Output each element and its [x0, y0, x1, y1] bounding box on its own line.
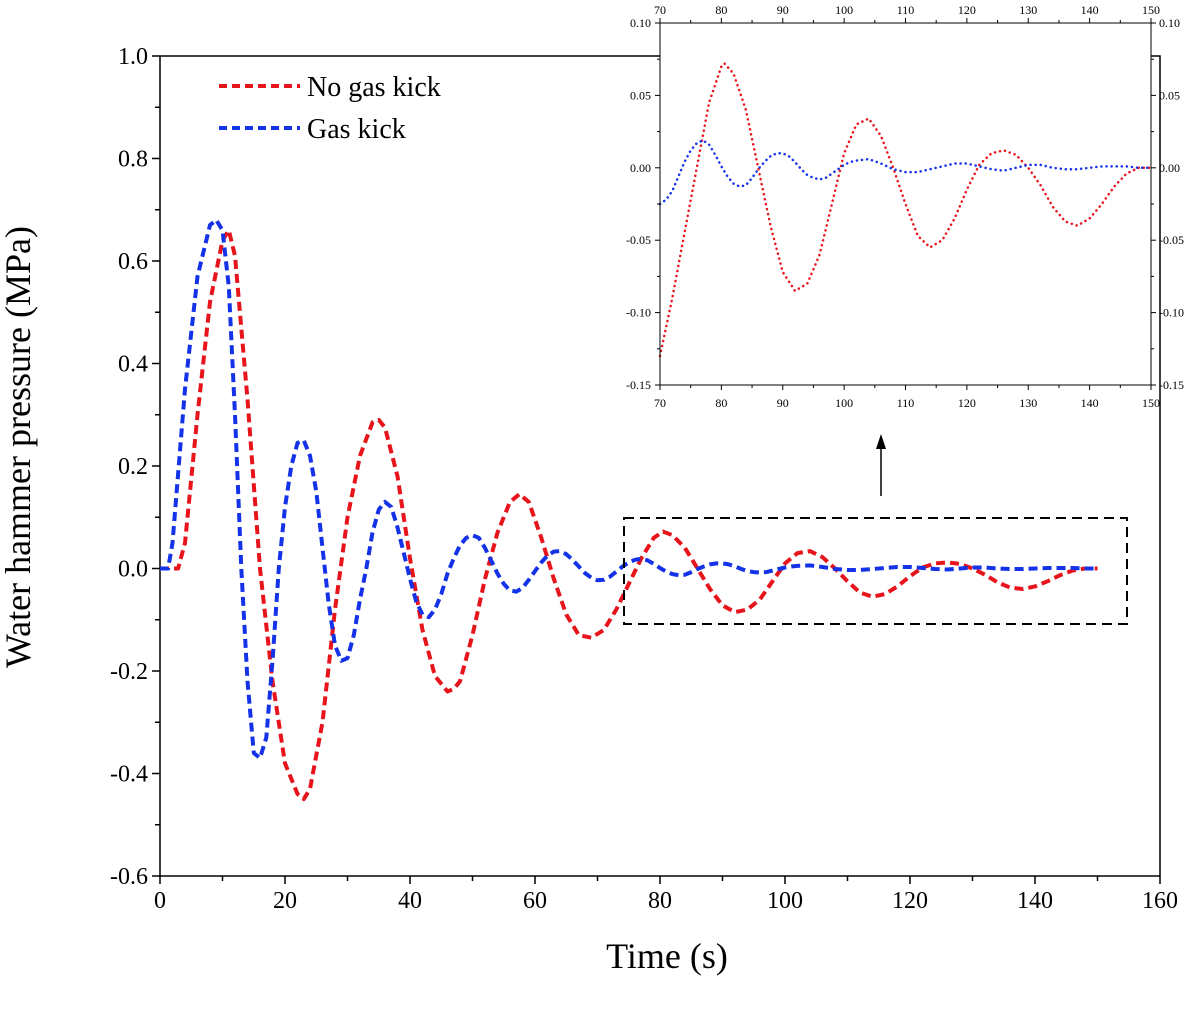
inset-x-tick-label-top: 80 [715, 3, 727, 17]
inset-y-tick-label-left: -0.10 [626, 306, 651, 320]
inset-y-tick-label-left: -0.05 [626, 233, 651, 247]
inset-x-tick-label-bottom: 140 [1081, 396, 1099, 410]
y-axis-title: Water hammer pressure (MPa) [0, 226, 38, 668]
inset-y-tick-label-left: 0.05 [630, 88, 651, 102]
legend-label-gas-kick: Gas kick [307, 114, 406, 145]
inset-x-tick-label-bottom: 90 [777, 396, 789, 410]
inset-y-tick-label-left: 0.00 [630, 161, 651, 175]
inset-x-tick-label-top: 110 [897, 3, 915, 17]
x-tick-label: 120 [892, 888, 928, 914]
y-tick-label: 0.6 [118, 249, 148, 275]
inset-y-tick-label-right: 0.05 [1159, 88, 1180, 102]
inset-y-tick-label-right: 0.00 [1159, 161, 1180, 175]
series-line-gas-kick [160, 218, 1098, 761]
x-tick-label: 140 [1017, 888, 1053, 914]
y-tick-label: 1.0 [118, 44, 148, 70]
inset-x-tick-label-bottom: 150 [1142, 396, 1160, 410]
inset-x-tick-label-bottom: 80 [715, 396, 727, 410]
inset-series-line-no-gas-kick [658, 61, 1153, 358]
y-tick-label: -0.4 [110, 762, 148, 788]
inset-x-tick-label-bottom: 120 [958, 396, 976, 410]
inset-series [658, 61, 1153, 358]
x-tick-label: 100 [767, 888, 803, 914]
inset-y-tick-label-left: 0.10 [630, 16, 651, 30]
y-tick-label: 0.4 [118, 352, 148, 378]
inset-y-tick-label-left: -0.15 [626, 378, 651, 392]
y-tick-label: 0.8 [118, 147, 148, 173]
zoom-region-box [623, 517, 1128, 625]
inset-background [660, 23, 1151, 385]
inset-series-line-gas-kick [658, 138, 1153, 206]
series-line-no-gas-kick [160, 228, 1098, 802]
y-tick-label: 0.2 [118, 454, 148, 480]
inset-x-tick-label-bottom: 70 [654, 396, 666, 410]
inset-y-tick-label-right: 0.10 [1159, 16, 1180, 30]
inset-ticks: 70 70 80 80 90 90 100 100 110 110 120 120 130 130 140 1… [626, 3, 1184, 410]
zoom-arrow-head [876, 434, 886, 449]
inset-x-tick-label-top: 140 [1081, 3, 1099, 17]
inset-x-tick-label-top: 70 [654, 3, 666, 17]
x-tick-label: 0 [154, 888, 166, 914]
inset-y-tick-label-right: -0.05 [1159, 233, 1184, 247]
x-tick-label: 20 [273, 888, 297, 914]
inset-x-tick-label-bottom: 100 [835, 396, 853, 410]
inset-x-tick-label-top: 90 [777, 3, 789, 17]
inset-x-tick-label-top: 150 [1142, 3, 1160, 17]
legend: No gas kick Gas kick [219, 72, 441, 145]
y-tick-label: 0.0 [118, 557, 148, 583]
main-series [160, 218, 1098, 802]
x-tick-label: 160 [1142, 888, 1178, 914]
x-tick-label: 40 [398, 888, 422, 914]
inset-x-tick-label-top: 130 [1019, 3, 1037, 17]
y-tick-label: -0.6 [110, 864, 148, 890]
inset-x-tick-label-bottom: 130 [1019, 396, 1037, 410]
inset-y-tick-label-right: -0.10 [1159, 306, 1184, 320]
main-ticks: 0 20 40 60 80 100 120 140 160 -0.6 -0.4 -0.2 0.0 0.2 0… [110, 44, 1178, 914]
x-tick-label: 80 [648, 888, 672, 914]
inset-x-tick-label-top: 120 [958, 3, 976, 17]
y-tick-label: -0.2 [110, 659, 148, 685]
inset-x-tick-label-bottom: 110 [897, 396, 915, 410]
legend-label-no-gas-kick: No gas kick [307, 72, 441, 103]
inset-y-tick-label-right: -0.15 [1159, 378, 1184, 392]
inset-x-tick-label-top: 100 [835, 3, 853, 17]
x-tick-label: 60 [523, 888, 547, 914]
x-axis-title: Time (s) [606, 936, 728, 976]
